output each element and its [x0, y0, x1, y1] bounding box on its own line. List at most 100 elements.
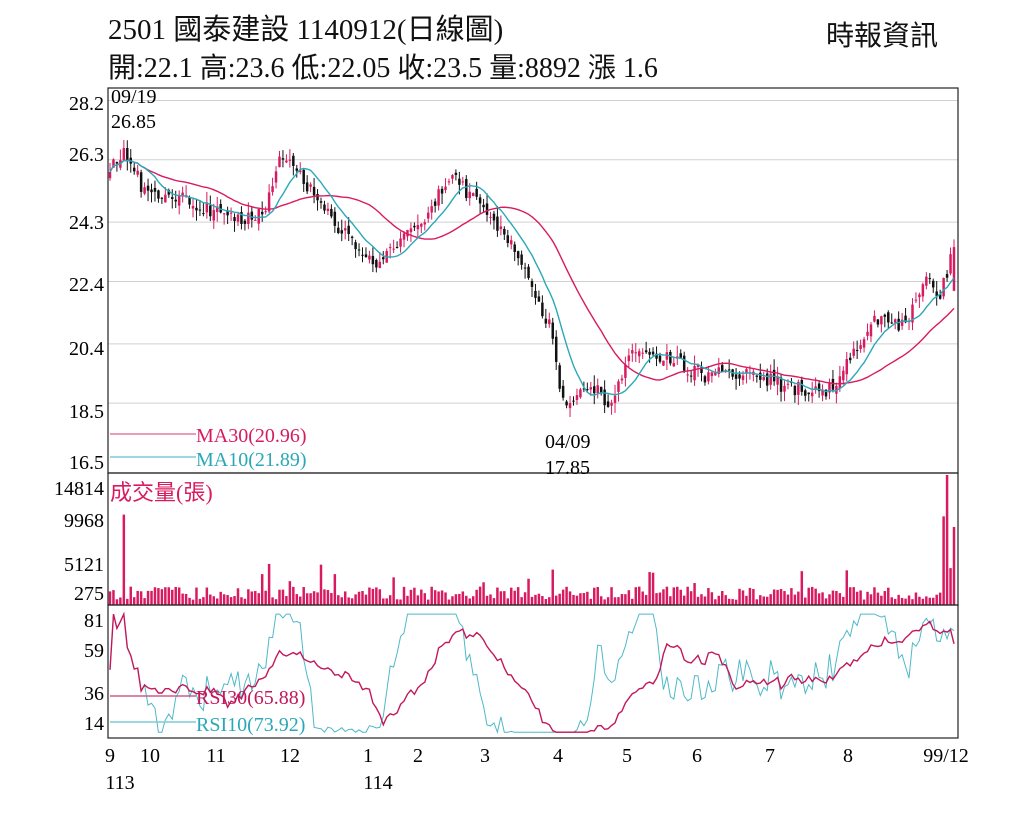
candle-body [516, 251, 520, 259]
candle-body [852, 348, 855, 356]
volume-bar [848, 587, 852, 605]
ohlc-summary: 開:22.1 高:23.6 低:22.05 收:23.5 量:8892 漲 1.… [108, 53, 658, 84]
volume-bar [534, 594, 537, 605]
volume-bar [167, 587, 171, 605]
volume-bar [561, 589, 565, 605]
xtick-month: 3 [480, 745, 490, 767]
candle-body [350, 236, 354, 239]
volume-bar [503, 591, 506, 605]
ma30-legend-label: MA30(20.96) [196, 425, 307, 447]
volume-bar [226, 595, 229, 605]
volume-bar [572, 594, 575, 605]
volume-bar [371, 588, 375, 605]
volume-bar [821, 592, 824, 605]
candle-body [610, 402, 613, 406]
candle-body [952, 247, 956, 291]
source-label: 時報資訊 [826, 21, 939, 52]
volume-bar [731, 599, 734, 605]
candle-body [378, 261, 382, 268]
volume-bar [274, 599, 278, 605]
candle-body [617, 381, 620, 392]
volume-bar [793, 594, 797, 605]
volume-bar [119, 597, 122, 605]
volume-bar [343, 591, 347, 605]
volume-bar [250, 591, 254, 605]
volume-bar [516, 587, 520, 605]
candle-body [686, 374, 689, 376]
candle-body [347, 225, 350, 235]
volume-bar [741, 590, 745, 605]
candle-body [440, 188, 444, 194]
volume-bar [295, 594, 299, 605]
volume-bar [938, 592, 942, 605]
candle-body [247, 212, 250, 225]
volume-bar [361, 590, 364, 605]
volume-bar [499, 591, 503, 605]
volume-bar [835, 591, 838, 605]
candle-body [727, 369, 731, 371]
candle-body [786, 383, 790, 385]
candle-body [257, 209, 260, 224]
rsi-ytick: 59 [84, 640, 104, 662]
candle-body [945, 274, 949, 278]
candlesticks [108, 139, 956, 418]
candle-body [783, 385, 786, 392]
volume-bar [676, 586, 679, 605]
volume-bar [804, 597, 807, 605]
volume-bar [385, 598, 388, 605]
rsi-ytick: 36 [84, 683, 104, 705]
candle-body [717, 367, 721, 374]
volume-bar [174, 586, 177, 605]
candle-body [693, 365, 696, 381]
candle-body [904, 315, 907, 323]
volume-bar [527, 578, 530, 605]
candle-body [572, 400, 575, 402]
candle-body [226, 211, 229, 216]
candle-body [126, 148, 129, 160]
candle-body [388, 247, 392, 249]
candle-body [343, 228, 347, 231]
volume-bar [337, 595, 340, 605]
candle-body [475, 188, 478, 197]
candle-body [869, 324, 873, 337]
volume-bar [945, 475, 949, 605]
volume-bar [233, 596, 236, 605]
candle-body [340, 230, 343, 234]
volume-bar [478, 586, 482, 605]
candle-body [669, 351, 672, 364]
volume-ytick: 14814 [54, 478, 104, 500]
volume-bar [520, 597, 523, 605]
volume-bar [599, 596, 603, 605]
volume-bar [299, 596, 302, 605]
candle-body [520, 254, 523, 265]
volume-bar [935, 594, 938, 605]
candle-body [174, 199, 177, 202]
candle-body [243, 220, 247, 224]
volume-bar [482, 582, 485, 605]
candle-body [202, 213, 205, 215]
candle-body [769, 373, 772, 385]
volume-bar [465, 595, 468, 605]
volume-bar [458, 593, 461, 605]
volume-bar [240, 597, 243, 605]
volume-bar [762, 596, 765, 605]
rsi-panel-frame [107, 604, 959, 739]
volume-bar [952, 526, 956, 605]
price-ytick: 26.3 [69, 144, 104, 166]
candle-body [873, 315, 876, 322]
rsi30-legend-label: RSI30(65.88) [196, 687, 305, 709]
candle-body [326, 208, 330, 211]
volume-bar [260, 574, 264, 605]
volume-bar [375, 587, 378, 605]
candle-body [465, 179, 468, 198]
candle-body [506, 235, 510, 244]
xtick-month-last: 99/12 [923, 745, 969, 767]
volume-bar [703, 596, 707, 605]
volume-bar [219, 591, 222, 605]
volume-bar [319, 564, 323, 605]
volume-bar [157, 588, 160, 605]
candle-body [876, 319, 880, 325]
low-annotation-date: 04/09 [545, 431, 591, 453]
candle-body [537, 296, 541, 302]
volume-bar [582, 593, 586, 605]
